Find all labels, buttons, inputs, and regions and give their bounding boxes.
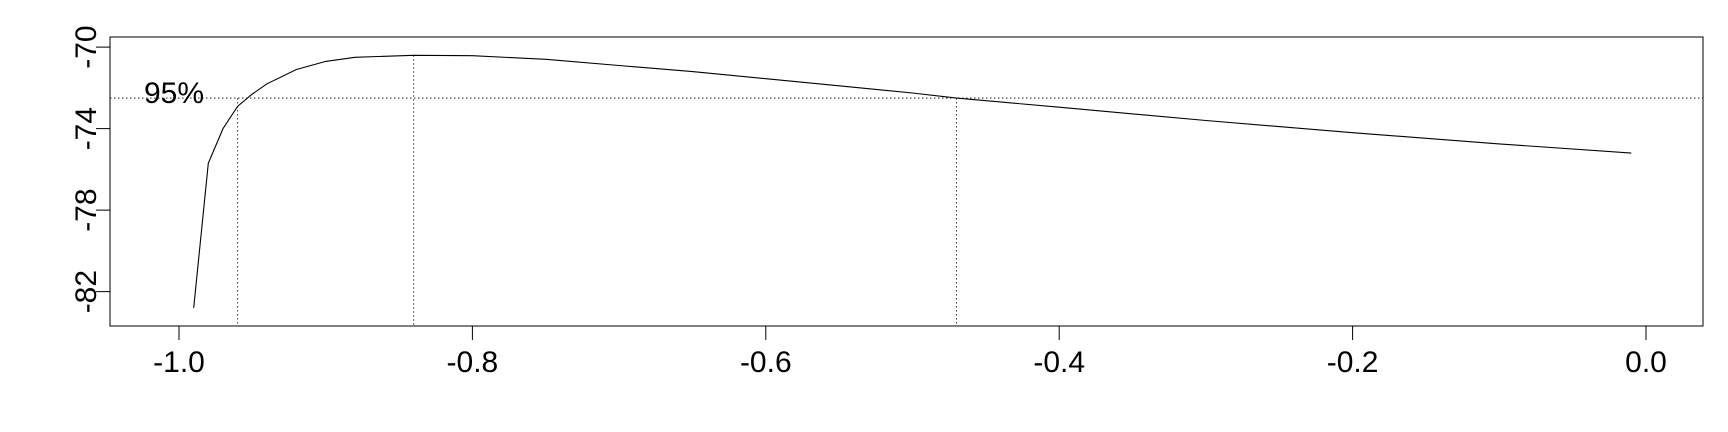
y-tick-label: -70 [70, 25, 103, 68]
x-tick-label: -0.4 [1033, 346, 1085, 379]
x-tick-label: 0.0 [1625, 346, 1667, 379]
confidence-level-label: 95% [144, 77, 204, 110]
y-axis: -82 -78 -74 -70 [70, 25, 110, 313]
plot-frame [109, 36, 1704, 327]
series-line [193, 54, 1632, 308]
x-tick-label: -0.2 [1327, 346, 1379, 379]
x-tick-label: -0.8 [447, 346, 499, 379]
reference-lines [110, 55, 1703, 326]
y-tick-label: -74 [70, 107, 103, 150]
x-tick-label: -1.0 [153, 346, 205, 379]
y-tick-label: -82 [70, 270, 103, 313]
annotations: 95% [144, 77, 204, 110]
y-tick-label: -78 [70, 188, 103, 231]
x-tick-label: -0.6 [740, 346, 792, 379]
x-axis: -1.0 -0.8 -0.6 -0.4 -0.2 0.0 [153, 326, 1667, 379]
